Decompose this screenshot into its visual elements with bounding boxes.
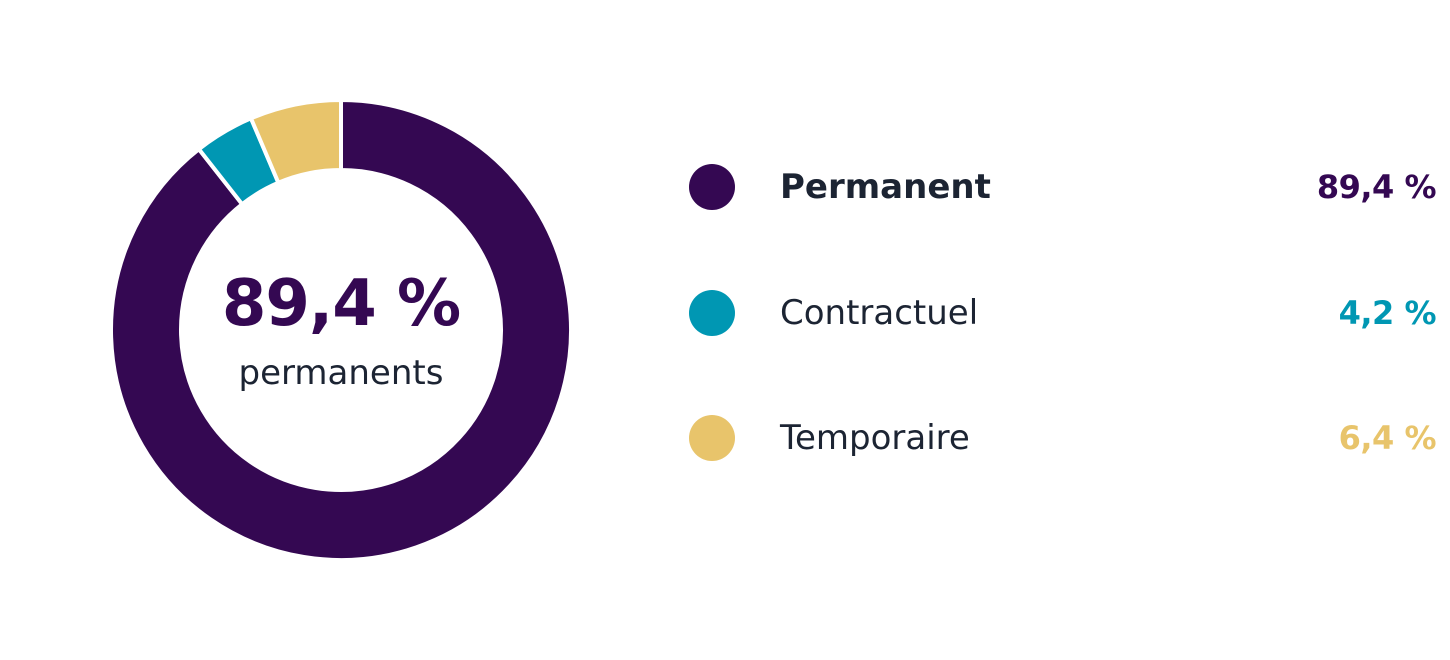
- legend-item-contractuel: Contractuel 4,2 %: [688, 288, 1437, 338]
- donut-slice-temporaire: [248, 97, 343, 186]
- donut-chart: [109, 97, 573, 562]
- legend-swatch-permanent: [689, 164, 735, 210]
- legend-item-permanent: Permanent 89,4 %: [688, 162, 1437, 212]
- legend-label-permanent: Permanent: [780, 167, 991, 207]
- legend-swatch-contractuel: [689, 290, 735, 336]
- legend-value-permanent: 89,4 %: [1316, 168, 1437, 206]
- legend-swatch-temporaire: [689, 415, 735, 461]
- donut-slice-permanent: [109, 97, 573, 562]
- legend-label-contractuel: Contractuel: [780, 293, 979, 333]
- legend-value-contractuel: 4,2 %: [1338, 294, 1437, 332]
- legend-value-temporaire: 6,4 %: [1338, 419, 1437, 457]
- center-value: 89,4 %: [221, 267, 461, 341]
- center-label: permanents: [238, 353, 444, 393]
- legend-item-temporaire: Temporaire 6,4 %: [688, 413, 1437, 463]
- legend-label-temporaire: Temporaire: [780, 418, 970, 458]
